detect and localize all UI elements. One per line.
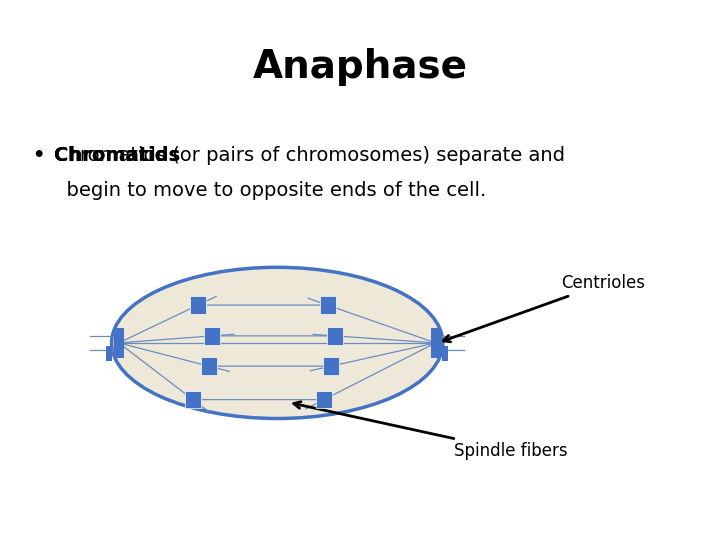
- Text: Chromatids: Chromatids: [54, 146, 180, 165]
- Text: Centrioles: Centrioles: [444, 274, 646, 342]
- Bar: [327, 327, 343, 345]
- Ellipse shape: [112, 267, 443, 418]
- Bar: [106, 346, 112, 361]
- Text: begin to move to opposite ends of the cell.: begin to move to opposite ends of the ce…: [54, 181, 486, 200]
- Text: Anaphase: Anaphase: [253, 49, 467, 86]
- Bar: [114, 328, 124, 358]
- Text: •: •: [32, 146, 45, 165]
- Bar: [316, 391, 332, 408]
- Bar: [431, 328, 441, 358]
- Bar: [204, 327, 220, 345]
- Bar: [185, 391, 201, 408]
- Bar: [320, 296, 336, 314]
- Bar: [441, 346, 448, 361]
- Text: Spindle fibers: Spindle fibers: [294, 402, 567, 460]
- Text: Chromatids: Chromatids: [54, 146, 180, 165]
- Bar: [323, 357, 339, 375]
- Bar: [201, 357, 217, 375]
- Text: Chromatids (or pairs of chromosomes) separate and: Chromatids (or pairs of chromosomes) sep…: [54, 146, 565, 165]
- Bar: [190, 296, 206, 314]
